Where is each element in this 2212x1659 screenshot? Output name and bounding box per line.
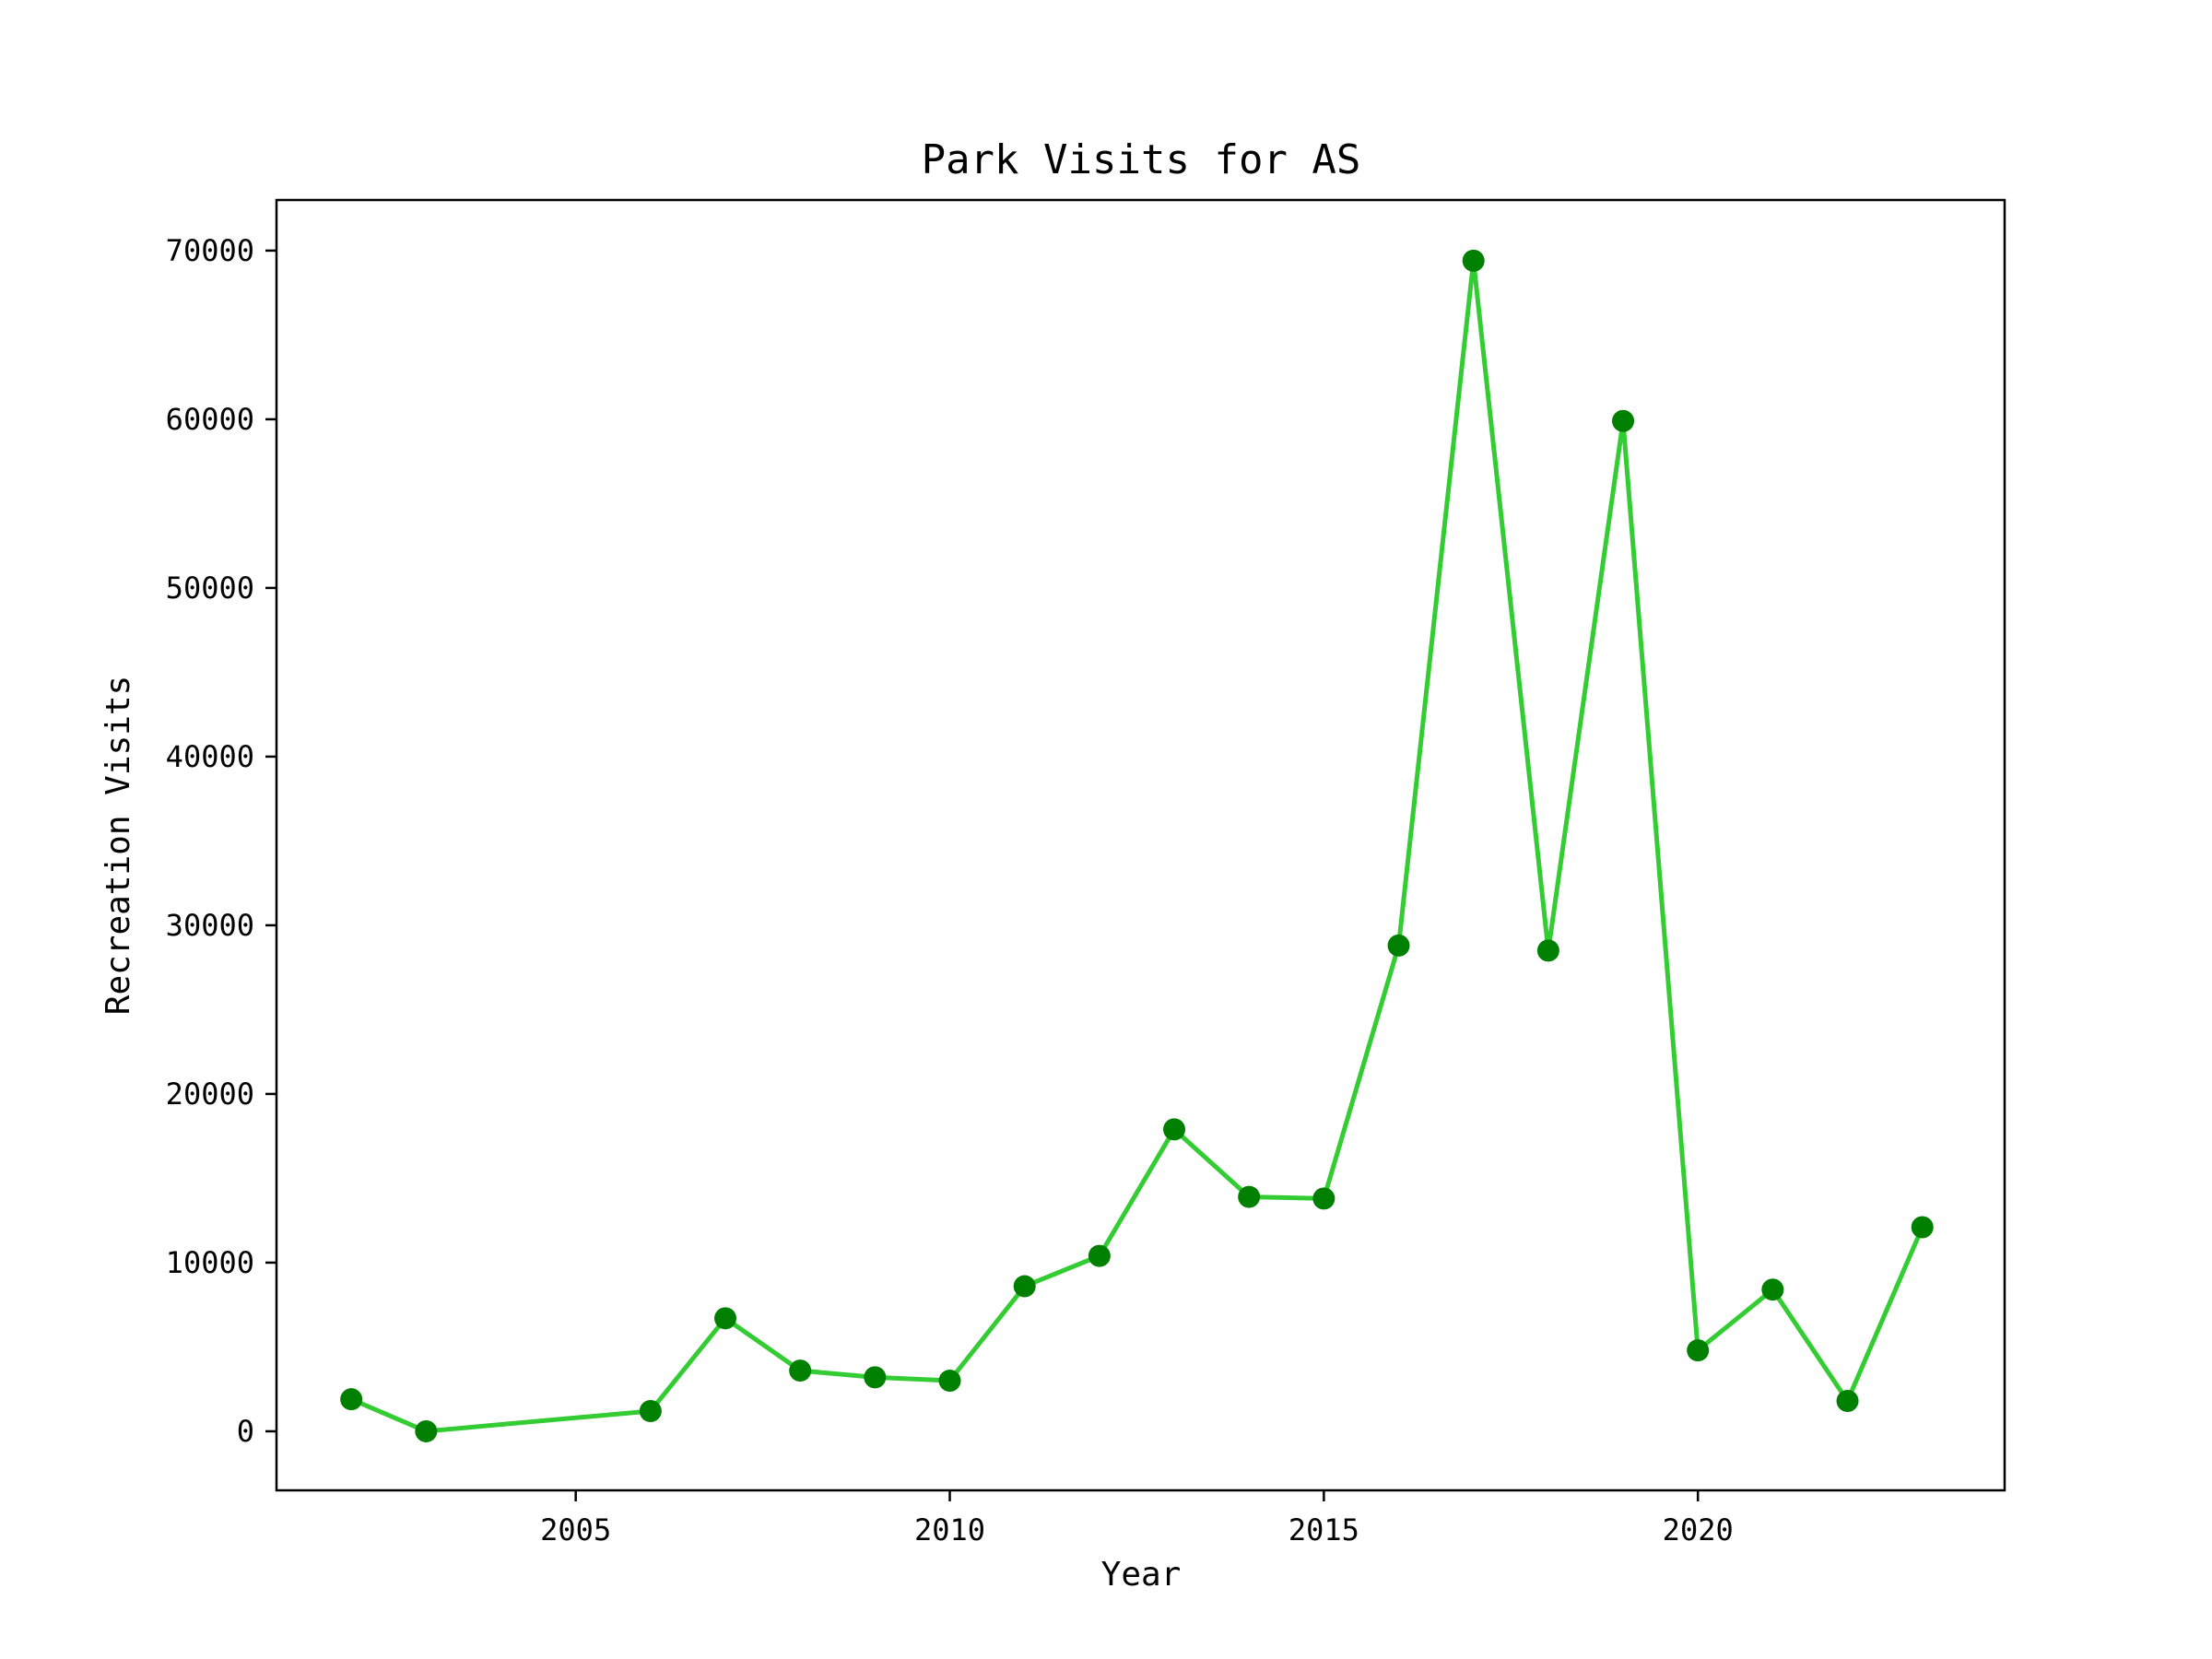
data-point (340, 1388, 363, 1411)
y-tick-label: 60000 (166, 402, 254, 437)
y-tick-label: 10000 (166, 1245, 254, 1280)
data-point (1312, 1187, 1335, 1210)
y-tick-label: 70000 (166, 233, 254, 268)
data-point (864, 1366, 887, 1389)
data-point (1836, 1390, 1859, 1413)
y-tick-label: 30000 (166, 908, 254, 943)
y-tick-label: 50000 (166, 571, 254, 606)
plot-area: 2005 2010 2015 2020 0 10000 20000 30000 40000 500… (166, 198, 2006, 1547)
data-point (1911, 1216, 1934, 1239)
y-tick-label: 0 (237, 1414, 254, 1449)
data-point (1536, 939, 1559, 962)
y-tick-label: 40000 (166, 739, 254, 774)
data-point (938, 1370, 961, 1393)
data-point (789, 1359, 812, 1382)
data-point (1238, 1185, 1261, 1208)
data-point (1013, 1275, 1036, 1298)
y-axis-label: Recreation Visits (100, 676, 137, 1015)
data-point (714, 1307, 737, 1330)
data-point (1687, 1339, 1710, 1362)
data-point (1163, 1118, 1186, 1141)
plot-frame (275, 198, 2006, 1492)
x-tick-label: 2020 (1663, 1512, 1734, 1547)
data-point (1612, 409, 1635, 432)
data-point (1761, 1278, 1784, 1301)
data-point (1088, 1244, 1111, 1267)
x-axis-label: Year (1101, 1556, 1182, 1594)
x-tick-label: 2015 (1288, 1512, 1359, 1547)
x-tick-label: 2005 (540, 1512, 611, 1547)
chart-title: Park Visits for AS (922, 136, 1361, 183)
data-point (1462, 249, 1485, 272)
x-tick-label: 2010 (914, 1512, 985, 1547)
data-point (1387, 934, 1410, 957)
data-point (639, 1399, 662, 1422)
series-line (350, 258, 1924, 1434)
data-point (415, 1419, 438, 1442)
y-tick-label: 20000 (166, 1077, 254, 1112)
